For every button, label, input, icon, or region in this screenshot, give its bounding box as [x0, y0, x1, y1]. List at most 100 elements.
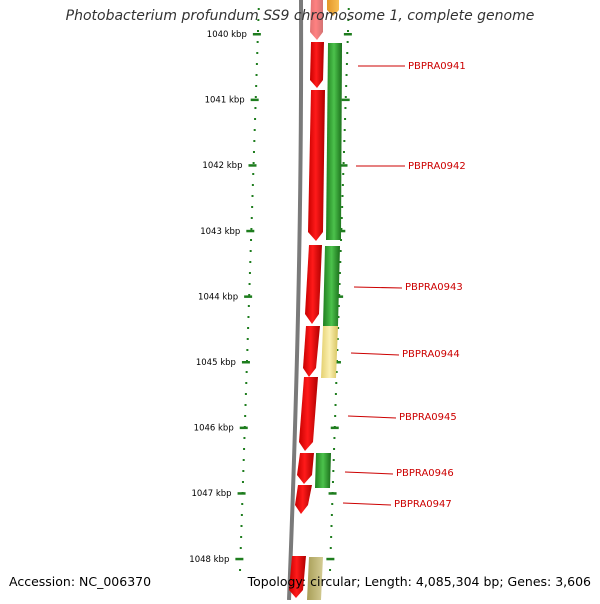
gene-arrow-forward[interactable]	[326, 43, 342, 240]
gene-arrow-reverse[interactable]	[308, 90, 325, 241]
ruler-dot	[343, 140, 346, 142]
leader-line	[350, 352, 400, 356]
ruler-dot	[330, 514, 333, 516]
gene-arrow-reverse[interactable]	[289, 556, 306, 598]
ruler-dot	[252, 162, 255, 164]
ruler-dot	[251, 206, 254, 208]
ruler-dot	[239, 547, 242, 549]
map-title: Photobacterium profundum SS9 chromosome …	[65, 8, 535, 24]
ruler-dot	[336, 338, 339, 340]
ruler-dot	[335, 382, 338, 384]
gene-label-pbpra0946[interactable]: PBPRA0946	[396, 468, 454, 479]
ruler-dot	[334, 404, 337, 406]
ruler-dot	[339, 261, 342, 263]
ruler-dot	[242, 470, 245, 472]
accession-text: Accession: NC_006370	[9, 574, 152, 589]
ruler-dot	[340, 239, 343, 241]
ruler-tick-label: 1046 kbp	[194, 424, 234, 434]
ruler-major-tick-left	[244, 295, 253, 298]
ruler-major-tick-left	[241, 361, 250, 364]
ruler-dot	[332, 459, 335, 461]
ruler-major-tick-left	[246, 229, 255, 233]
ruler-dot	[338, 283, 341, 285]
ruler-dot	[341, 195, 344, 197]
ruler-dot	[340, 228, 343, 230]
gene-arrow-reverse[interactable]	[303, 326, 320, 377]
ruler-dot	[345, 63, 348, 65]
ruler-tick-group: 1040 kbp 1041 kbp 1042 kbp 1043 kbp 1044 kbp…	[189, 30, 352, 565]
ruler-dot	[247, 316, 250, 318]
ruler-dot	[344, 96, 347, 98]
ruler-dot	[334, 393, 337, 395]
ruler-dot	[253, 129, 256, 131]
ruler-dot	[239, 569, 242, 571]
ruler-tick-label: 1041 kbp	[205, 96, 245, 106]
ruler-dot	[334, 415, 337, 417]
gene-label-pbpra0941[interactable]: PBPRA0941	[408, 61, 466, 72]
leader-line	[344, 471, 394, 475]
ruler-dot	[251, 184, 254, 186]
ruler-dot	[247, 305, 250, 307]
ruler-dot	[248, 294, 251, 296]
ruler-dot	[344, 118, 347, 120]
ruler-major-tick-right	[332, 361, 341, 364]
ruler-dot	[337, 305, 340, 307]
ruler-dot	[244, 415, 247, 417]
ruler-major-tick-right	[339, 164, 348, 167]
ruler-dot	[240, 514, 243, 516]
ruler-dot	[250, 239, 253, 241]
genome-backbone	[287, 0, 304, 601]
gene-arrow-reverse[interactable]	[295, 485, 312, 514]
ruler-dot	[343, 129, 346, 131]
ruler-dot	[255, 63, 258, 65]
ruler-dot	[332, 470, 335, 472]
ruler-dot	[347, 19, 350, 21]
gene-arrow-reverse[interactable]	[305, 245, 322, 324]
ruler-dot	[342, 173, 345, 175]
leader-line	[353, 286, 403, 289]
ruler-dot	[256, 52, 259, 54]
ruler-tick-label: 1040 kbp	[207, 30, 247, 40]
gene-arrow-forward[interactable]	[307, 557, 323, 600]
reverse-strand-genes	[289, 0, 339, 598]
gene-label-pbpra0947[interactable]: PBPRA0947	[394, 499, 452, 510]
gene-arrow-forward[interactable]	[323, 246, 340, 326]
gene-arrow-reverse[interactable]	[310, 42, 324, 88]
ruler-dot	[248, 283, 251, 285]
gene-label-pbpra0945[interactable]: PBPRA0945	[399, 412, 457, 423]
ruler-dot	[243, 437, 246, 439]
ruler-major-tick-right	[326, 557, 335, 561]
ruler-dot	[257, 30, 259, 32]
leader-line	[347, 415, 397, 419]
ruler-major-tick-right	[335, 295, 344, 298]
ruler-tick-label: 1042 kbp	[202, 161, 242, 171]
gene-arrow-forward[interactable]	[321, 326, 338, 378]
gene-label-pbpra0944[interactable]: PBPRA0944	[402, 349, 460, 360]
gene-arrow-reverse[interactable]	[299, 377, 318, 451]
ruler-dot	[240, 525, 243, 527]
gene-arrow-reverse[interactable]	[297, 453, 314, 484]
ruler-dot	[335, 371, 338, 373]
ruler-dot	[347, 30, 349, 32]
gene-label-pbpra0942[interactable]: PBPRA0942	[408, 161, 466, 172]
ruler-dot	[249, 261, 252, 263]
ruler-dot	[255, 85, 258, 87]
ruler-dotted-line-right	[329, 8, 350, 571]
ruler-dot	[339, 250, 342, 252]
gene-arrow-reverse[interactable]	[327, 0, 339, 16]
genome-summary-text: Topology: circular; Length: 4,085,304 bp…	[247, 574, 591, 589]
ruler-dot	[342, 151, 345, 153]
gene-arrow-forward[interactable]	[315, 453, 331, 488]
gene-label-group: PBPRA0941 PBPRA0942 PBPRA0943 PBPRA0944 …	[342, 61, 466, 510]
ruler-dot	[251, 195, 254, 197]
ruler-dot	[246, 349, 249, 351]
ruler-major-tick-right	[330, 426, 339, 430]
gene-label-pbpra0943[interactable]: PBPRA0943	[405, 282, 463, 293]
ruler-dot	[340, 217, 343, 219]
ruler-dot	[254, 96, 257, 98]
ruler-dot	[333, 448, 336, 450]
ruler-dot	[338, 294, 341, 296]
ruler-dot	[329, 569, 332, 571]
gene-arrow-reverse[interactable]	[310, 0, 323, 40]
